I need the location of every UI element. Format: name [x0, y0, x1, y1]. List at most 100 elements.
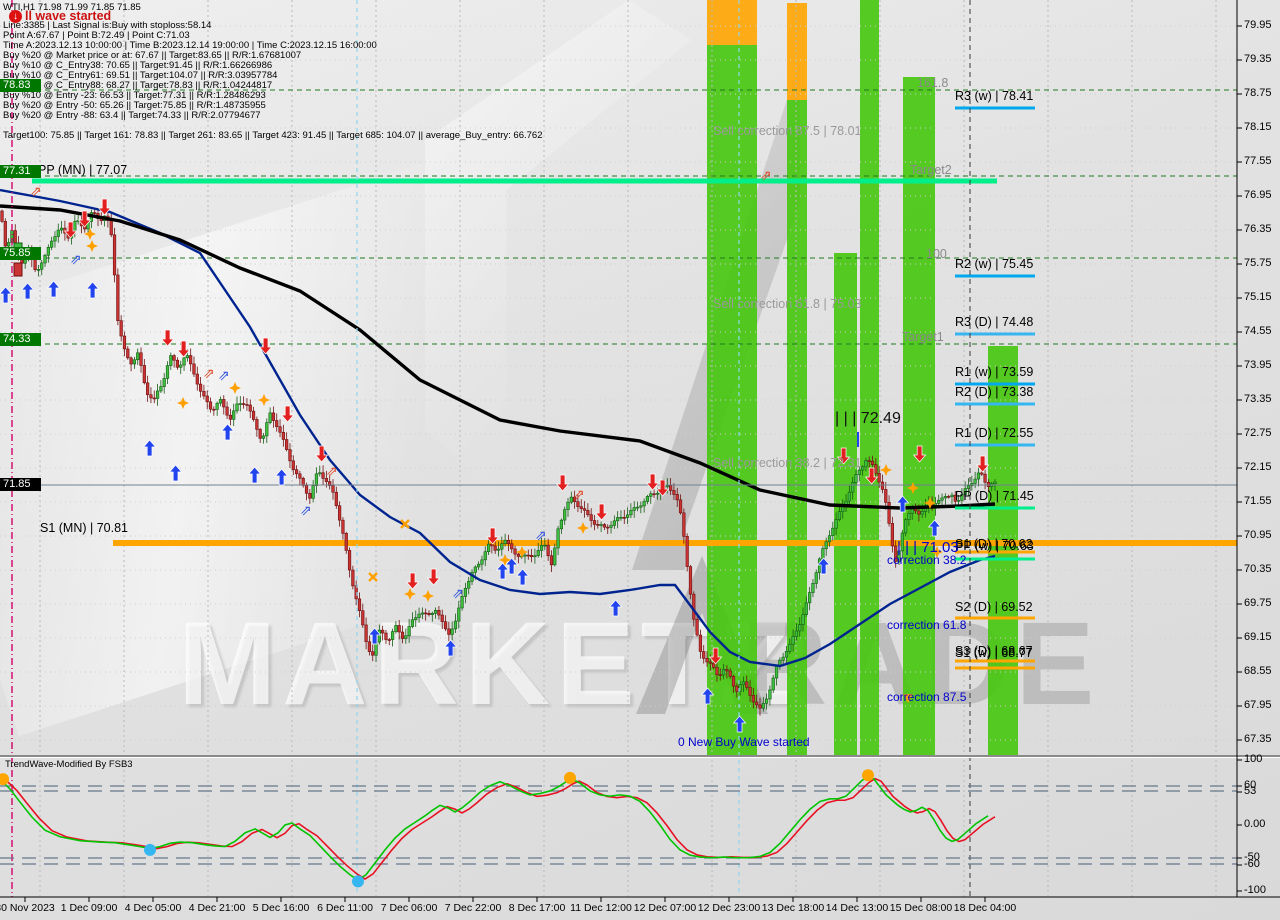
pivot-label-s1: S1 (D) | 70.62: [955, 537, 1033, 551]
price-tick: 72.75: [1244, 427, 1272, 439]
price-tick: 67.35: [1244, 733, 1272, 745]
price-tick: 78.15: [1244, 121, 1272, 133]
pivot-label-pp: PP (D) | 71.45: [955, 489, 1034, 503]
moving-averages: [0, 188, 996, 668]
wave-started-note: ll wave started: [25, 9, 112, 23]
time-axis-label[interactable]: 1 Dec 09:00: [60, 902, 118, 914]
oscillator-scale-tick: 60: [1244, 779, 1257, 791]
oscillator-scale-tick: 100: [1244, 753, 1263, 765]
price-tick: 78.75: [1244, 87, 1272, 99]
time-axis-label[interactable]: 14 Dec 13:00: [825, 902, 889, 914]
svg-text:⇗: ⇗: [573, 486, 585, 502]
time-marker-vlines: [11, 0, 971, 897]
fib-label-target2: Target2: [910, 163, 952, 177]
symbol-ohlc-label: WTI,H1 71.98 71.99 71.85 71.85: [3, 2, 141, 13]
pivot-label-r3: R3 (D) | 74.48: [955, 315, 1034, 329]
price-level-badge: 75.85: [0, 247, 41, 260]
correction-label: correction 87.5: [887, 690, 967, 704]
time-axis-label[interactable]: 7 Dec 06:00: [380, 902, 438, 914]
watermark-marketz: MARKETZ: [178, 598, 797, 730]
wave-alert-icon: ↓: [9, 10, 22, 23]
price-tick: 71.55: [1244, 495, 1272, 507]
info-line: Line:3385 | Last Signal is:Buy with stop…: [3, 20, 212, 31]
info-line: Buy %20 @ Market price or at: 67.67 || T…: [3, 50, 302, 61]
info-line: Buy %20 @ Entry -50: 65.26 || Target:75.…: [3, 100, 266, 111]
info-line: Time A:2023.12.13 10:00:00 | Time B:2023…: [3, 40, 377, 51]
svg-text:⇗: ⇗: [326, 463, 338, 479]
point-c-annotation: | | | 71.03: [897, 539, 959, 556]
price-level-badge: 74.33: [0, 333, 41, 346]
correction-label: correction 61.8: [887, 618, 967, 632]
time-axis-label[interactable]: 15 Dec 08:00: [889, 902, 953, 914]
current-price-badge[interactable]: 71.85: [0, 478, 41, 491]
new-buy-wave-note: 0 New Buy Wave started: [678, 735, 810, 749]
price-tick: 68.55: [1244, 665, 1272, 677]
trendwave-panel: [0, 755, 1280, 888]
sell-correction-label: Sell correction 87.5 | 78.01: [713, 124, 862, 138]
time-axis-label[interactable]: 5 Dec 16:00: [252, 902, 310, 914]
pivot-label-s3: S3 (D) | 68.67: [955, 644, 1033, 658]
price-tick: 69.75: [1244, 597, 1272, 609]
pivot-label-s2: S2 (D) | 69.52: [955, 600, 1033, 614]
fib-label-100: 100: [926, 247, 947, 261]
sell-correction-label: Sell correction 38.2 | 72.31: [713, 456, 862, 470]
svg-text:⇗: ⇗: [760, 167, 772, 183]
info-line: Buy %10 @ C_Entry61: 69.51 || Target:104…: [3, 70, 278, 81]
time-axis-label[interactable]: 18 Dec 04:00: [953, 902, 1017, 914]
indicator-title: TrendWave-Modified By FSB3: [5, 759, 133, 770]
point-b-annotation: | | | 72.49: [835, 410, 901, 427]
time-axis-label[interactable]: 12 Dec 23:00: [697, 902, 761, 914]
info-line: Buy %10 @ C_Entry38: 70.65 || Target:91.…: [3, 60, 273, 71]
price-tick: 69.15: [1244, 631, 1272, 643]
price-tick: 70.95: [1244, 529, 1272, 541]
pivot-label-s1: S1 (w) | 68.77: [955, 646, 1033, 660]
mn-pivot-label: PP (MN) | 77.07: [38, 163, 128, 177]
time-axis-label[interactable]: 12 Dec 07:00: [633, 902, 697, 914]
price-level-badge: 77.31: [0, 165, 41, 178]
pivot-label-r2: R2 (D) | 73.38: [955, 385, 1034, 399]
price-tick: 76.95: [1244, 189, 1272, 201]
price-tick: 76.35: [1244, 223, 1272, 235]
time-axis-label[interactable]: 13 Dec 18:00: [761, 902, 825, 914]
price-tick: 72.15: [1244, 461, 1272, 473]
fib-label-161.8: 161.8: [917, 76, 949, 90]
svg-text:⇗: ⇗: [452, 585, 464, 601]
price-tick: 75.75: [1244, 257, 1272, 269]
oscillator-scale-tick: -60: [1244, 858, 1260, 870]
time-axis-label[interactable]: 8 Dec 17:00: [508, 902, 566, 914]
price-tick: 67.95: [1244, 699, 1272, 711]
pivot-label-pp: PP (w) | 70.63: [955, 539, 1034, 553]
info-line: Point A:67.67 | Point B:72.49 | Point C:…: [3, 30, 190, 41]
price-tick: 74.55: [1244, 325, 1272, 337]
horizontal-levels: [0, 89, 1237, 546]
fib-label-target1: Target1: [902, 330, 944, 344]
info-line: Target100: 75.85 || Target 161: 78.83 ||…: [3, 130, 543, 141]
price-tick: 73.95: [1244, 359, 1272, 371]
time-axis-label[interactable]: 7 Dec 22:00: [444, 902, 502, 914]
time-axis-label[interactable]: 11 Dec 12:00: [570, 902, 632, 914]
oscillator-scale-tick: -50: [1244, 851, 1260, 863]
price-tick: 77.55: [1244, 155, 1272, 167]
info-line: Buy %20 @ Entry -88: 63.4 || Target:74.3…: [3, 110, 261, 121]
time-axis-label[interactable]: 30 Nov 2023: [0, 902, 55, 914]
pivot-label-r2: R2 (w) | 75.45: [955, 257, 1034, 271]
pivot-label-r1: R1 (D) | 72.55: [955, 426, 1034, 440]
candles-layer: [0, 207, 997, 716]
pivot-label-r1: R1 (w) | 73.59: [955, 365, 1034, 379]
pivot-label-r3: R3 (w) | 78.41: [955, 89, 1034, 103]
price-tick: 79.95: [1244, 19, 1272, 31]
time-axis-label[interactable]: 6 Dec 11:00: [317, 902, 373, 914]
time-axis-label[interactable]: 4 Dec 21:00: [188, 902, 246, 914]
price-level-badge: 78.83: [0, 79, 41, 92]
sell-correction-label: Sell correction 61.8 | 75.03: [713, 297, 862, 311]
svg-text:⇗: ⇗: [535, 527, 547, 543]
price-tick: 70.35: [1244, 563, 1272, 575]
svg-text:⇗: ⇗: [300, 502, 312, 518]
correction-label: correction 38.2: [887, 553, 967, 567]
svg-text:⇗: ⇗: [30, 183, 42, 199]
time-axis-label[interactable]: 4 Dec 05:00: [124, 902, 182, 914]
signal-markers: ⇗⇗⇗⇗⇗⇗⇗⇗⇗⇗: [0, 167, 990, 733]
grid: [0, 0, 1237, 897]
